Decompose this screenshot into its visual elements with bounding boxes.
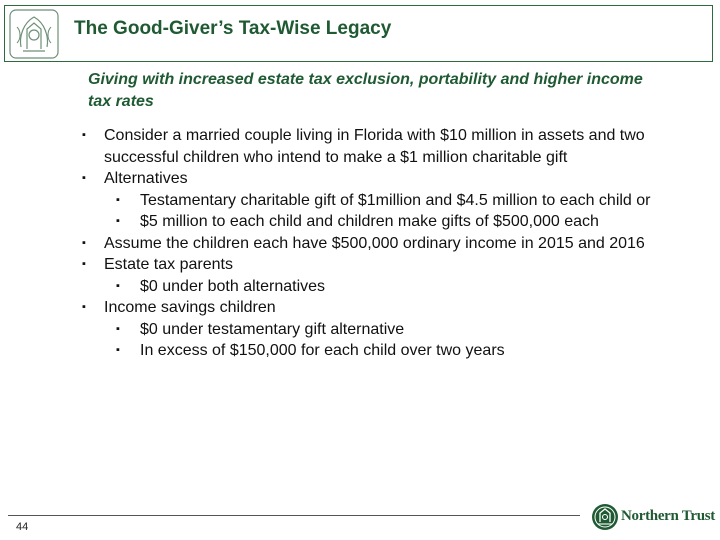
sub-bullet-item: ▪ $5 million to each child and children … — [80, 211, 660, 233]
northern-trust-crest-icon — [9, 9, 59, 59]
sub-bullet-item: ▪ $0 under both alternatives — [80, 276, 660, 298]
bullet-marker: ▪ — [116, 193, 120, 206]
bullet-text: Income savings children — [104, 299, 276, 316]
brand-wordmark: Northern Trust — [621, 508, 715, 524]
bullet-text: Alternatives — [104, 170, 188, 187]
bullet-marker: ▪ — [116, 322, 120, 335]
footer-divider — [8, 515, 580, 516]
bullet-marker: ▪ — [82, 301, 86, 313]
sub-bullet-text: Testamentary charitable gift of $1millio… — [140, 191, 651, 209]
bullet-marker: ▪ — [116, 215, 120, 227]
sub-bullet-item: ▪ Testamentary charitable gift of $1mill… — [80, 190, 660, 212]
bullet-marker: ▪ — [82, 129, 86, 141]
sub-bullet-text: $5 million to each child and children ma… — [140, 213, 599, 230]
bullet-item: ▪ Income savings children — [80, 297, 660, 319]
bullet-marker: ▪ — [116, 279, 120, 292]
sub-bullet-text: $0 under testamentary gift alternative — [140, 320, 405, 338]
bullet-item: ▪ Assume the children each have $500,000… — [80, 233, 660, 255]
bullet-text: Assume the children each have $500,000 o… — [104, 234, 645, 252]
bullet-item: ▪ Alternatives — [80, 168, 660, 190]
sub-bullet-item: ▪ In excess of $150,000 for each child o… — [80, 340, 660, 362]
sub-bullet-text: In excess of $150,000 for each child ove… — [140, 342, 505, 359]
bullet-marker: ▪ — [82, 172, 86, 184]
bullet-marker: ▪ — [116, 344, 120, 356]
slide-subtitle: Giving with increased estate tax exclusi… — [88, 71, 643, 110]
bullet-list: ▪ Consider a married couple living in Fl… — [80, 125, 660, 362]
northern-trust-emblem-icon — [592, 504, 618, 530]
bullet-marker: ▪ — [82, 236, 86, 249]
bullet-text: Consider a married couple living in Flor… — [104, 127, 645, 166]
header-frame — [4, 5, 713, 62]
bullet-item: ▪ Estate tax parents — [80, 254, 660, 276]
bullet-text: Estate tax parents — [104, 256, 233, 273]
bullet-item: ▪ Consider a married couple living in Fl… — [80, 125, 660, 168]
page-number: 44 — [16, 521, 29, 533]
page-title: The Good-Giver’s Tax-Wise Legacy — [74, 18, 392, 39]
sub-bullet-text: $0 under both alternatives — [140, 277, 326, 295]
sub-bullet-item: ▪ $0 under testamentary gift alternative — [80, 319, 660, 341]
bullet-marker: ▪ — [82, 258, 86, 270]
